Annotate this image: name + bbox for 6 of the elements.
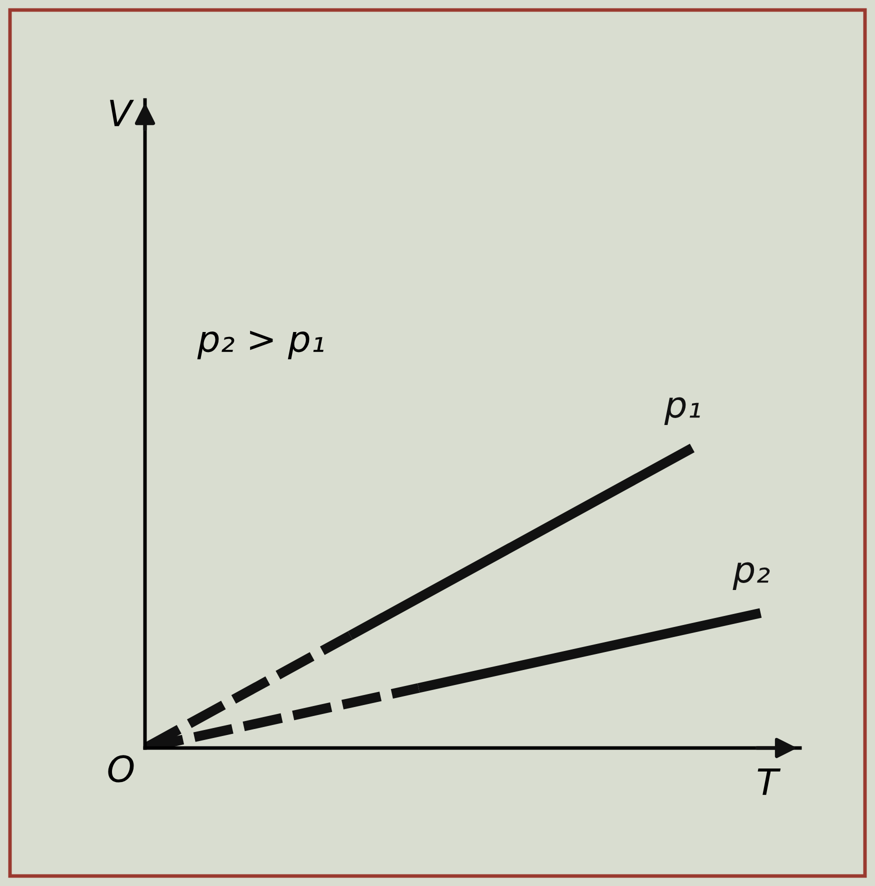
x-axis-title: T: [758, 768, 781, 795]
series-label: p₂: [732, 562, 770, 590]
text: O: [108, 755, 134, 782]
series-label: p₁: [664, 397, 700, 425]
text: p₂ > p₁: [197, 330, 324, 360]
text: V: [110, 100, 134, 126]
